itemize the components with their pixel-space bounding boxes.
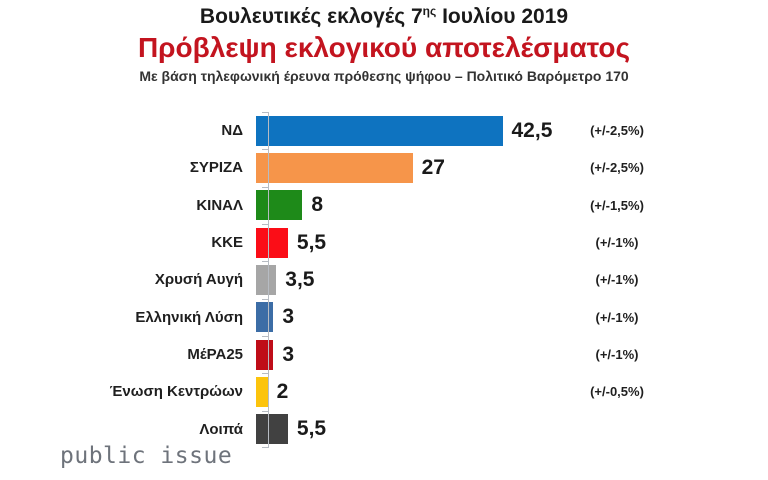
- axis-tick: [262, 299, 269, 300]
- bar-column: 2: [256, 376, 768, 407]
- axis-tick: [262, 447, 269, 448]
- bar-row: ΜέΡΑ25 3 (+/-1%): [0, 336, 768, 373]
- bar-row: Λοιπά 5,5: [0, 411, 768, 448]
- title-superscript: ης: [422, 4, 437, 18]
- bar-column: 3: [256, 339, 768, 370]
- margin-of-error: (+/-2,5%): [590, 160, 644, 176]
- chart-rows: ΝΔ 42,5 (+/-2,5%) ΣΥΡΙΖΑ 27 (+/-2,5%) ΚΙ…: [0, 112, 768, 448]
- party-label: Λοιπά: [199, 420, 243, 438]
- bar-column: 27: [256, 152, 768, 183]
- party-bar: [256, 227, 288, 258]
- bar-row: Χρυσή Αυγή 3,5 (+/-1%): [0, 261, 768, 298]
- axis-tick: [262, 336, 269, 337]
- margin-of-error: (+/-1,5%): [590, 197, 644, 213]
- margin-of-error: [552, 411, 682, 448]
- party-value: 3,5: [285, 267, 315, 291]
- party-label: Ένωση Κεντρώων: [109, 383, 243, 401]
- bar-column: 3: [256, 302, 768, 333]
- party-bar: [256, 190, 303, 221]
- party-value: 3: [282, 305, 295, 329]
- bar-column: 8: [256, 190, 768, 221]
- methodology-note: Με βάση τηλεφωνική έρευνα πρόθεσης ψήφου…: [139, 68, 629, 84]
- party-bar: [256, 376, 268, 407]
- bar-column: 5,5: [256, 227, 768, 258]
- page-title: Βουλευτικές εκλογές 7ης Ιουλίου 2019: [0, 4, 768, 29]
- chart-header: Βουλευτικές εκλογές 7ης Ιουλίου 2019 Πρό…: [0, 4, 768, 84]
- margin-of-error: (+/-1%): [595, 235, 639, 251]
- party-label: ΜέΡΑ25: [187, 346, 243, 364]
- chart-subtitle: Πρόβλεψη εκλογικού αποτελέσματος: [137, 32, 631, 63]
- margin-of-error: (+/-1%): [595, 309, 639, 325]
- axis-tick: [262, 261, 269, 262]
- party-bar: [256, 264, 277, 295]
- axis-tick: [262, 224, 269, 225]
- bar-row: ΚΚΕ 5,5 (+/-1%): [0, 224, 768, 261]
- axis-tick: [262, 411, 269, 412]
- axis-tick: [262, 373, 269, 374]
- party-label: ΚΚΕ: [211, 234, 243, 252]
- bar-row: ΝΔ 42,5 (+/-2,5%): [0, 112, 768, 149]
- bar-row: Ελληνική Λύση 3 (+/-1%): [0, 299, 768, 336]
- title-suffix: Ιουλίου 2019: [436, 5, 569, 28]
- party-bar: [256, 339, 274, 370]
- party-label: ΝΔ: [221, 122, 243, 140]
- party-value: 27: [421, 155, 445, 179]
- party-value: 5,5: [296, 230, 327, 254]
- bar-column: 42,5: [256, 115, 768, 146]
- party-label: Ελληνική Λύση: [135, 308, 243, 326]
- bar-row: ΣΥΡΙΖΑ 27 (+/-2,5%): [0, 149, 768, 186]
- title-prefix: Βουλευτικές εκλογές 7: [199, 5, 423, 28]
- axis-tick: [262, 112, 269, 113]
- party-bar: [256, 414, 288, 445]
- bar-row: ΚΙΝΑΛ 8 (+/-1,5%): [0, 187, 768, 224]
- margin-of-error: (+/-1%): [595, 272, 639, 288]
- margin-of-error: (+/-1%): [595, 347, 639, 363]
- bar-row: Ένωση Κεντρώων 2 (+/-0,5%): [0, 373, 768, 410]
- margin-of-error: (+/-2,5%): [590, 123, 644, 139]
- party-label: ΚΙΝΑΛ: [196, 196, 243, 214]
- party-value: 2: [276, 379, 289, 403]
- axis-tick: [262, 149, 269, 150]
- bar-column: 3,5: [256, 264, 768, 295]
- y-axis-line: [268, 112, 269, 448]
- party-value: 5,5: [296, 417, 327, 441]
- axis-tick: [262, 187, 269, 188]
- party-bar: [256, 152, 413, 183]
- party-value: 3: [282, 342, 295, 366]
- party-bar: [256, 115, 503, 146]
- margin-of-error: (+/-0,5%): [590, 384, 644, 400]
- bar-column: 5,5: [256, 414, 768, 445]
- party-value: 42,5: [511, 118, 553, 142]
- party-label: ΣΥΡΙΖΑ: [189, 159, 243, 177]
- public-issue-logo: public issue: [60, 443, 233, 469]
- party-label: Χρυσή Αυγή: [154, 271, 243, 289]
- party-bar: [256, 302, 274, 333]
- bar-chart: ΝΔ 42,5 (+/-2,5%) ΣΥΡΙΖΑ 27 (+/-2,5%) ΚΙ…: [0, 112, 768, 448]
- party-value: 8: [311, 193, 324, 217]
